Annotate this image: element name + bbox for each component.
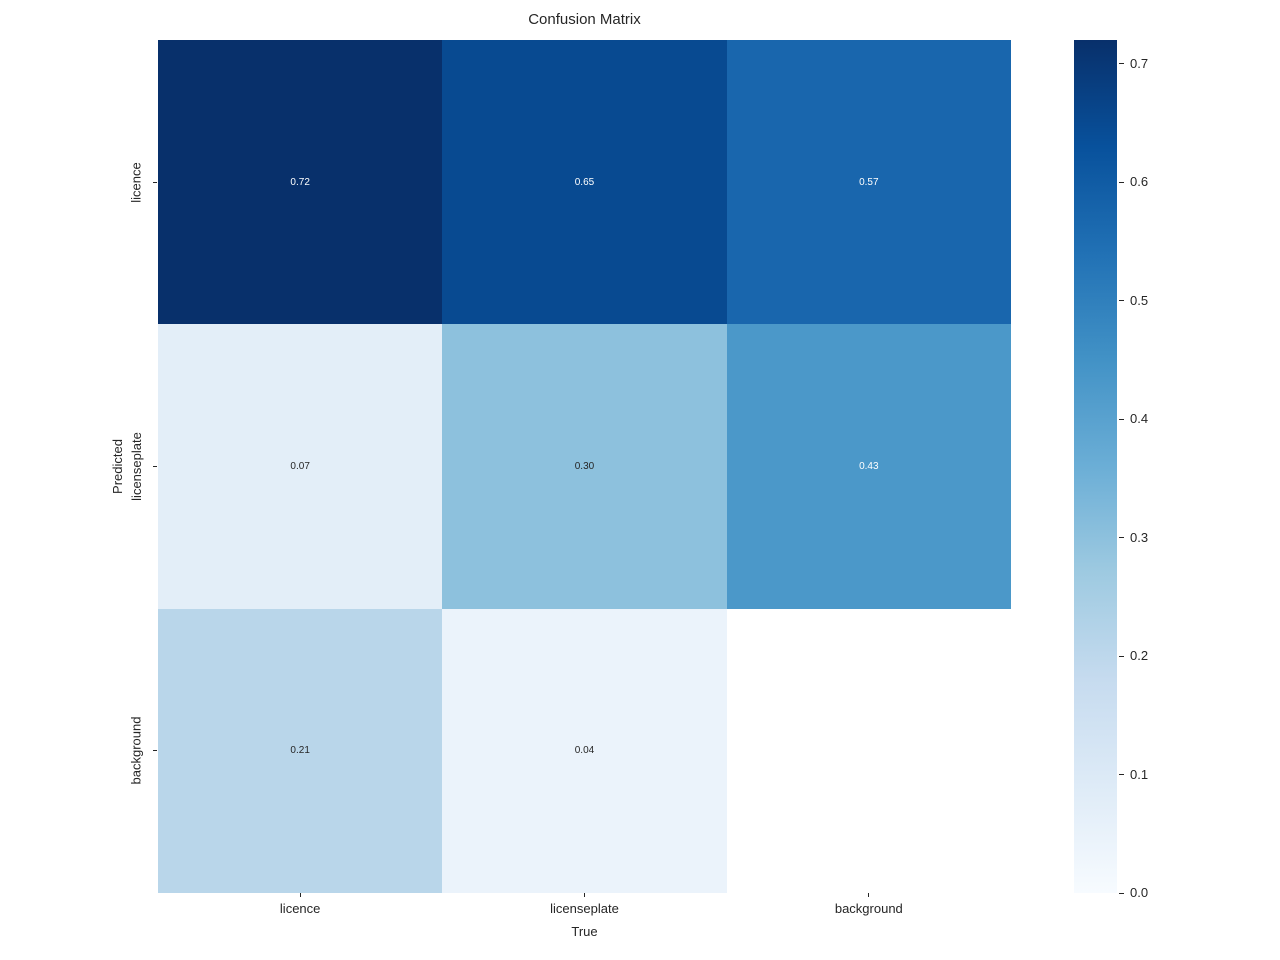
heatmap-cell	[726, 608, 1011, 893]
colorbar-tick-label: 0.7	[1130, 55, 1149, 71]
y-axis-tickmarks	[153, 40, 158, 893]
colorbar-tick-label: 0.1	[1130, 766, 1149, 782]
colorbar-tick-label: 0.3	[1130, 529, 1149, 545]
x-tickmark	[584, 893, 585, 897]
colorbar-tick-label: 0.6	[1130, 174, 1149, 190]
y-tick-label: background	[128, 716, 144, 785]
colorbar-ticks: 0.0 0.1 0.2 0.3 0.4 0.5 0.6 0.7	[1117, 40, 1177, 900]
colorbar-tickmark	[1119, 892, 1124, 894]
y-tickmark	[153, 750, 157, 752]
colorbar-tick-label: 0.0	[1130, 885, 1149, 900]
colorbar-tick-label: 0.5	[1130, 292, 1149, 308]
x-tickmark	[868, 893, 870, 897]
heatmap-cell: 0.57	[726, 40, 1011, 325]
y-tickmark	[153, 181, 157, 183]
colorbar-gradient	[1074, 40, 1117, 893]
heatmap-cell: 0.21	[158, 608, 443, 893]
y-tickmark	[153, 466, 157, 467]
heatmap-cell: 0.65	[442, 40, 727, 325]
x-tickmark	[299, 893, 301, 897]
colorbar-tickmark	[1119, 655, 1124, 657]
y-tick-label: licence	[128, 161, 144, 203]
heatmap-plot-area: 0.72 0.65 0.57 0.07 0.30 0.43 0.21 0.04	[158, 40, 1011, 893]
x-tick-label: background	[834, 901, 903, 916]
x-tick-labels: licence licenseplate background	[158, 901, 1011, 916]
heatmap-cell: 0.43	[726, 324, 1011, 609]
colorbar-tickmark	[1119, 181, 1124, 183]
colorbar-tickmark	[1119, 300, 1124, 302]
x-tick-label: licence	[279, 901, 321, 916]
colorbar-tickmark	[1119, 774, 1124, 776]
heatmap-cell: 0.72	[158, 40, 443, 325]
x-axis-label: True	[571, 924, 598, 939]
heatmap-cell: 0.04	[442, 608, 727, 893]
colorbar-tick-label: 0.4	[1130, 411, 1149, 427]
y-tick-labels: licence licenseplate background	[123, 40, 149, 893]
heatmap-cell: 0.07	[158, 324, 443, 609]
chart-title: Confusion Matrix	[528, 11, 641, 28]
colorbar-tick-label: 0.2	[1130, 648, 1149, 664]
y-tick-label: licenseplate	[128, 432, 144, 501]
colorbar-tickmark	[1119, 537, 1124, 539]
x-tick-label: licenseplate	[550, 901, 619, 916]
heatmap-cell: 0.30	[442, 324, 727, 609]
x-axis-tickmarks	[158, 893, 1011, 898]
colorbar-tickmark	[1119, 418, 1124, 420]
colorbar-tickmark	[1119, 63, 1124, 65]
